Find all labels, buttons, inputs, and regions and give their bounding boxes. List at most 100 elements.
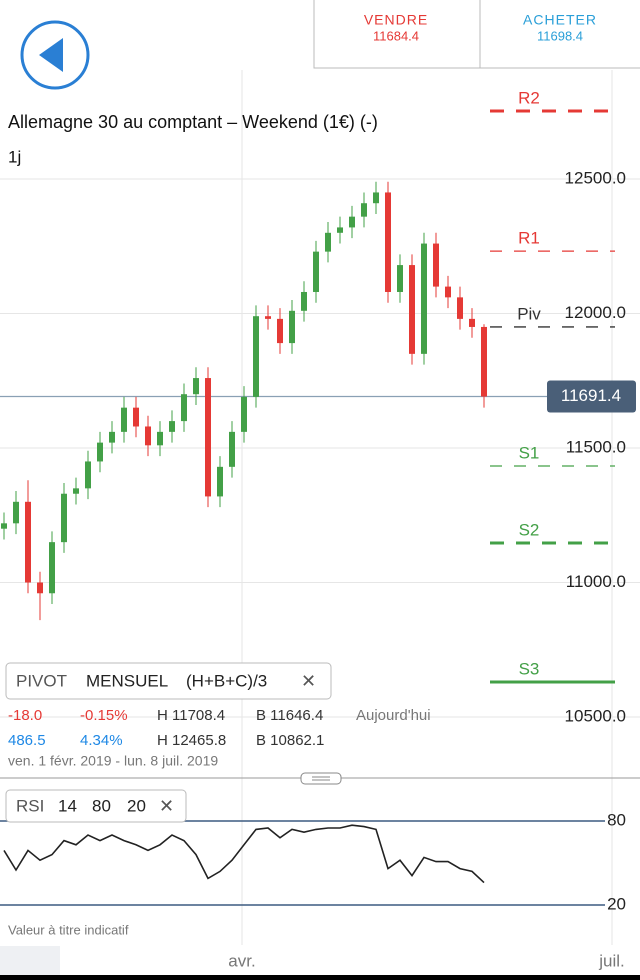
candle-body xyxy=(385,192,391,292)
stat: H 12465.8 xyxy=(157,732,226,749)
candle-body xyxy=(169,421,175,432)
candle-body xyxy=(205,378,211,497)
candle-body xyxy=(25,501,31,583)
candle-body xyxy=(349,216,355,228)
indicator-box xyxy=(5,789,187,823)
stat: B 10862.1 xyxy=(256,732,324,749)
y-tick-label: 20 xyxy=(607,894,626,913)
indicator-name: RSI xyxy=(16,796,44,815)
candle-body xyxy=(49,542,55,594)
candle-body xyxy=(277,318,283,344)
candle-body xyxy=(397,265,403,292)
close-icon[interactable]: ✕ xyxy=(301,671,316,691)
candle-body xyxy=(145,426,151,446)
candle-body xyxy=(97,442,103,462)
pivot-label: R2 xyxy=(518,88,540,107)
y-tick-label: 10500.0 xyxy=(565,706,626,725)
resize-handle[interactable] xyxy=(300,772,342,785)
y-tick-label: 80 xyxy=(607,810,626,829)
candle-body xyxy=(133,407,139,427)
indicator-name: PIVOT xyxy=(16,671,67,690)
timeframe: 1j xyxy=(8,147,21,166)
x-tick-label: avr. xyxy=(228,951,255,970)
candle-body xyxy=(193,378,199,395)
stat: -18.0 xyxy=(8,707,42,724)
candle-body xyxy=(37,582,43,594)
x-tick-label: juil. xyxy=(598,951,625,970)
pivot-label: S1 xyxy=(519,444,540,463)
candle-body xyxy=(325,232,331,252)
candle-body xyxy=(109,431,115,443)
candle-body xyxy=(337,227,343,233)
pivot-indicator[interactable]: PIVOT MENSUEL (H+B+C)/3 ✕ xyxy=(5,662,332,700)
candle-body xyxy=(313,251,319,292)
date-range: ven. 1 févr. 2019 - lun. 8 juil. 2019 xyxy=(8,753,218,769)
candle-body xyxy=(13,501,19,524)
candle-body xyxy=(301,291,307,311)
candle-body xyxy=(61,493,67,543)
rsi-line xyxy=(3,824,485,884)
y-tick-label: 12000.0 xyxy=(565,303,626,322)
candle-body xyxy=(433,243,439,287)
buy-button[interactable] xyxy=(479,0,640,69)
indicator-param: MENSUEL xyxy=(86,671,168,690)
back-button[interactable] xyxy=(20,20,90,90)
last-price-box xyxy=(547,380,636,413)
x-label-highlight xyxy=(0,946,60,976)
y-tick-label: 11000.0 xyxy=(566,572,626,591)
sell-label: VENDRE xyxy=(364,12,428,28)
buy-label: ACHETER xyxy=(523,12,597,28)
candle-body xyxy=(289,310,295,344)
candle-body xyxy=(157,431,163,446)
instrument-title: Allemagne 30 au comptant – Weekend (1€) … xyxy=(8,112,378,132)
close-icon[interactable]: ✕ xyxy=(159,796,174,816)
y-tick-label: 12500.0 xyxy=(565,168,626,187)
candle-body xyxy=(1,523,7,529)
rsi-indicator[interactable]: RSI 14 80 20 ✕ xyxy=(5,789,187,823)
candle-body xyxy=(229,431,235,467)
indicator-param: 80 xyxy=(92,796,111,815)
price-chart: 10500.011000.011500.012000.012500.02019a… xyxy=(0,70,640,970)
stat: Aujourd'hui xyxy=(356,707,431,724)
candle-body xyxy=(217,466,223,497)
pivot-label: S3 xyxy=(519,660,540,679)
candle-body xyxy=(265,316,271,319)
last-price-label: 11691.4 xyxy=(561,386,621,405)
stat: 486.5 xyxy=(8,732,46,749)
candle-body xyxy=(457,297,463,319)
disclaimer: Valeur à titre indicatif xyxy=(8,922,129,937)
indicator-param: 14 xyxy=(58,796,77,815)
candle-body xyxy=(73,488,79,494)
indicator-box xyxy=(5,662,332,700)
candle-body xyxy=(121,407,127,432)
pivot-label: S2 xyxy=(519,520,540,539)
sell-button[interactable] xyxy=(313,0,481,69)
candle-body xyxy=(409,265,415,354)
candle-body xyxy=(373,192,379,204)
candle-body xyxy=(85,461,91,489)
candle-body xyxy=(181,394,187,422)
candle-body xyxy=(445,286,451,298)
nav-bar xyxy=(0,975,640,980)
sell-price: 11684.4 xyxy=(373,28,419,43)
stat: 4.34% xyxy=(80,732,123,749)
candle-body xyxy=(469,318,475,327)
stat: H 11708.4 xyxy=(157,707,225,724)
pivot-label: Piv xyxy=(517,304,541,323)
back-arrow xyxy=(39,38,63,72)
candle-body xyxy=(253,316,259,397)
buy-price: 11698.4 xyxy=(537,28,583,43)
y-tick-label: 11500.0 xyxy=(566,437,626,456)
candle-body xyxy=(421,243,427,354)
stat: -0.15% xyxy=(80,707,128,724)
candle-body xyxy=(241,396,247,432)
candle-body xyxy=(481,326,487,397)
pivot-label: R1 xyxy=(518,229,540,248)
indicator-param: (H+B+C)/3 xyxy=(186,671,267,690)
stat: B 11646.4 xyxy=(256,707,323,724)
indicator-param: 20 xyxy=(127,796,146,815)
candle-body xyxy=(361,203,367,217)
